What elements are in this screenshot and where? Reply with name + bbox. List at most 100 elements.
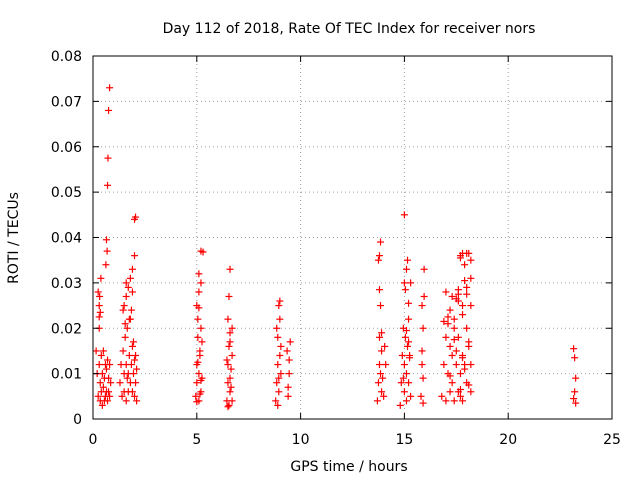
data-point (197, 279, 205, 287)
data-point (96, 292, 104, 300)
data-point (382, 361, 390, 369)
data-point (461, 261, 469, 269)
data-point (127, 306, 135, 314)
data-point (454, 290, 462, 298)
data-point (402, 370, 410, 378)
data-point (95, 313, 103, 321)
data-point (456, 254, 464, 262)
data-point (452, 295, 460, 303)
data-point (133, 365, 141, 373)
data-point (116, 379, 124, 387)
data-point (226, 388, 234, 396)
data-point (463, 290, 471, 298)
chart-title: Day 112 of 2018, Rate Of TEC Index for r… (163, 21, 536, 37)
data-point (102, 365, 110, 373)
data-point (396, 401, 404, 409)
y-axis-title: ROTI / TECUs (6, 192, 22, 284)
data-point (461, 277, 469, 285)
data-point (446, 388, 454, 396)
data-point (104, 154, 112, 162)
data-point (105, 106, 113, 114)
data-point (197, 376, 205, 384)
data-point (99, 347, 107, 355)
data-point (95, 302, 103, 310)
data-point (442, 333, 450, 341)
data-point (129, 370, 137, 378)
data-point (381, 342, 389, 350)
data-point (461, 365, 469, 373)
data-point (283, 347, 291, 355)
data-point (122, 397, 130, 405)
data-point (407, 392, 415, 400)
data-point (127, 361, 135, 369)
data-point (380, 392, 388, 400)
x-tick-label: 15 (395, 432, 413, 448)
data-point (223, 356, 231, 364)
data-point (400, 211, 408, 219)
data-point (452, 347, 460, 355)
data-point (446, 306, 454, 314)
data-point (193, 379, 201, 387)
data-point (419, 324, 427, 332)
data-point (227, 383, 235, 391)
data-point (373, 397, 381, 405)
data-point (276, 351, 284, 359)
data-point (94, 392, 102, 400)
data-point (192, 392, 200, 400)
data-point (96, 308, 104, 316)
data-point (131, 356, 139, 364)
data-point (378, 329, 386, 337)
data-point (377, 238, 385, 246)
data-point (224, 403, 232, 411)
data-point (465, 381, 473, 389)
data-point (125, 315, 133, 323)
data-point (402, 397, 410, 405)
y-tick-label: 0 (73, 412, 82, 428)
data-point (274, 333, 282, 341)
data-point (467, 302, 475, 310)
data-point (450, 315, 458, 323)
data-point (440, 361, 448, 369)
data-points (92, 84, 580, 411)
data-point (377, 302, 385, 310)
data-point (405, 338, 413, 346)
data-point (401, 333, 409, 341)
data-point (97, 274, 105, 282)
data-point (284, 383, 292, 391)
tick-labels: 0 5 10 15 20 25 0 0.01 0.02 0.03 0.04 0.05 0.06 0.07 0… (51, 49, 621, 448)
data-point (121, 320, 129, 328)
data-point (374, 379, 382, 387)
data-point (397, 379, 405, 387)
data-point (98, 401, 106, 409)
data-point (132, 213, 140, 221)
data-point (277, 370, 285, 378)
data-point (450, 324, 458, 332)
data-point (375, 286, 383, 294)
data-point (120, 302, 128, 310)
data-point (419, 374, 427, 382)
data-point (571, 354, 579, 362)
data-point (228, 397, 236, 405)
data-point (227, 365, 235, 373)
data-point (195, 288, 203, 296)
data-point (275, 302, 283, 310)
data-point (225, 342, 233, 350)
x-tick-label: 20 (499, 432, 517, 448)
data-point (454, 333, 462, 341)
data-point (571, 388, 579, 396)
data-point (459, 354, 467, 362)
y-tick-label: 0.02 (51, 321, 82, 337)
data-point (405, 315, 413, 323)
y-tick-label: 0.07 (51, 94, 82, 110)
data-point (467, 361, 475, 369)
data-point (97, 351, 105, 359)
data-point (400, 279, 408, 287)
data-point (106, 361, 114, 369)
plot-frame (92, 55, 613, 420)
data-point (467, 256, 475, 264)
data-point (226, 265, 234, 273)
data-point (119, 347, 127, 355)
data-point (463, 283, 471, 291)
data-point (128, 342, 136, 350)
data-point (398, 351, 406, 359)
